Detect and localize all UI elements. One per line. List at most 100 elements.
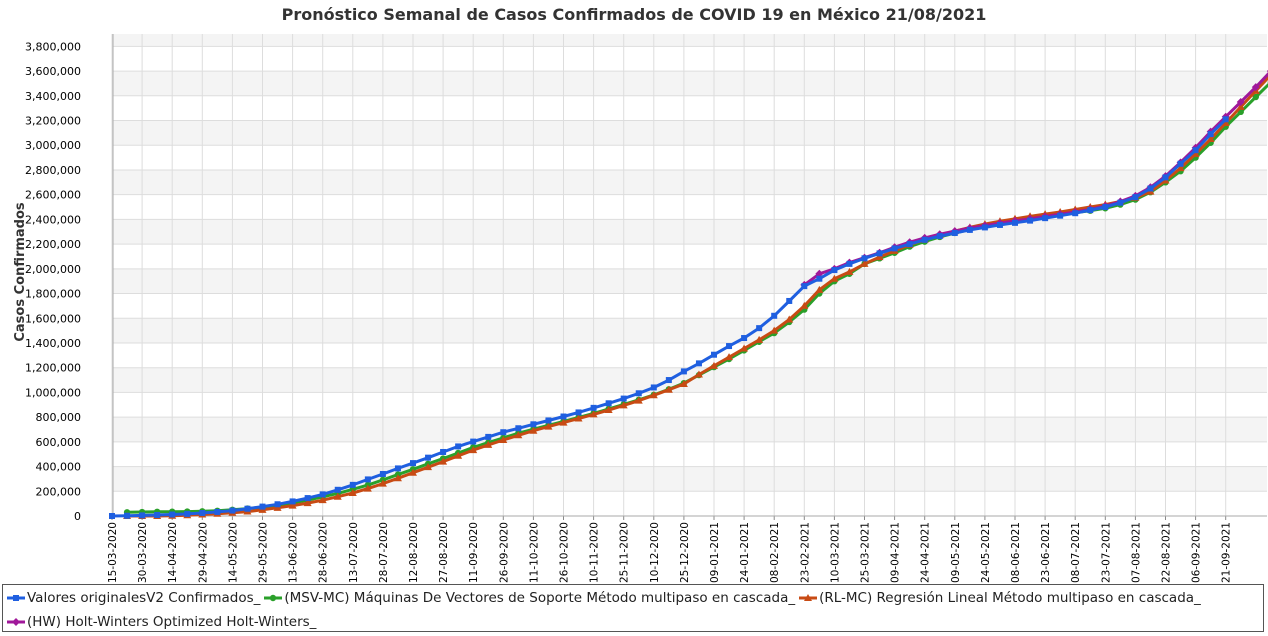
- data-point: [619, 401, 628, 409]
- data-point: [379, 470, 386, 477]
- legend-swatch-marker: [12, 618, 20, 626]
- data-point: [199, 510, 206, 517]
- data-point: [259, 503, 266, 510]
- data-point: [710, 361, 718, 369]
- y-tick-label: 3,000,000: [25, 139, 81, 152]
- legend-swatch-icon: [7, 618, 25, 626]
- data-point: [318, 496, 327, 504]
- legend-swatch-icon: [799, 594, 818, 601]
- legend-item[interactable]: Valores originalesV2 Confirmados_: [7, 587, 260, 609]
- data-point: [304, 495, 311, 502]
- data-point: [740, 344, 749, 352]
- data-point: [815, 285, 824, 293]
- x-tick-label: 28-07-2020: [378, 522, 390, 583]
- data-point: [725, 353, 734, 361]
- data-point: [244, 505, 251, 512]
- y-tick-label: 3,600,000: [25, 65, 81, 78]
- x-tick-label: 30-03-2020: [137, 522, 149, 583]
- x-tick-label: 26-09-2020: [498, 522, 510, 583]
- legend-item[interactable]: (RL-MC) Regresión Lineal Método multipas…: [799, 587, 1201, 609]
- data-point: [605, 400, 612, 407]
- x-tick-label: 24-01-2021: [739, 522, 751, 583]
- data-point: [771, 312, 778, 319]
- data-point: [876, 250, 883, 257]
- x-tick-label: 13-06-2020: [288, 522, 300, 583]
- data-point: [816, 275, 823, 282]
- x-tick-label: 24-05-2021: [980, 522, 992, 583]
- x-tick-label: 28-06-2020: [318, 522, 330, 583]
- y-tick-label: 200,000: [36, 485, 82, 498]
- x-tick-label: 29-05-2020: [258, 522, 270, 583]
- y-tick-label: 1,400,000: [25, 337, 81, 350]
- plot-band: [113, 145, 1267, 170]
- data-point: [635, 390, 642, 397]
- y-tick-label: 2,600,000: [25, 189, 81, 202]
- data-point: [544, 422, 553, 430]
- plot-band: [113, 244, 1267, 269]
- data-point: [530, 421, 537, 428]
- data-point: [303, 499, 312, 507]
- chart-title: Pronóstico Semanal de Casos Confirmados …: [282, 5, 987, 24]
- series-layer: [109, 69, 1268, 519]
- y-tick-label: 0: [74, 510, 81, 523]
- data-point: [1162, 174, 1169, 181]
- x-tick-label: 12-08-2020: [408, 522, 420, 583]
- data-point: [966, 226, 973, 233]
- x-tick-label: 08-06-2021: [1010, 522, 1022, 583]
- x-tick-label: 10-03-2021: [829, 522, 841, 583]
- data-point: [801, 283, 808, 290]
- data-point: [711, 351, 717, 358]
- x-tick-label: 23-02-2021: [799, 522, 811, 583]
- data-point: [1042, 215, 1049, 222]
- data-point: [634, 396, 643, 404]
- legend-swatch-icon: [7, 595, 25, 601]
- data-point: [575, 409, 582, 416]
- data-point: [409, 468, 417, 476]
- data-point: [1252, 93, 1260, 101]
- data-point: [1191, 149, 1200, 157]
- data-point: [289, 498, 296, 505]
- y-tick-label: 1,800,000: [25, 288, 81, 301]
- data-point: [1027, 217, 1034, 224]
- plot-band: [113, 219, 1267, 245]
- legend-item[interactable]: (MSV-MC) Máquinas De Vectores de Soporte…: [264, 587, 795, 609]
- plot-band: [113, 293, 1267, 319]
- data-point: [229, 507, 236, 514]
- legend-item[interactable]: (HW) Holt-Winters Optimized Holt-Winters…: [7, 611, 316, 633]
- y-tick-label: 800,000: [36, 411, 82, 424]
- data-point: [515, 425, 522, 432]
- x-tick-label: 15-03-2020: [107, 522, 119, 583]
- legend-swatch-marker: [270, 594, 277, 602]
- data-point: [455, 443, 462, 450]
- x-tick-label: 09-01-2021: [709, 522, 721, 583]
- line-chart: Pronóstico Semanal de Casos Confirmados …: [13, 5, 1268, 583]
- data-point: [559, 418, 568, 426]
- data-point: [139, 512, 146, 519]
- x-tick-label: 26-10-2020: [559, 522, 571, 583]
- data-point: [846, 260, 853, 267]
- data-point: [921, 236, 928, 243]
- data-point: [1087, 207, 1094, 214]
- data-point: [1057, 212, 1064, 219]
- data-point: [785, 315, 794, 323]
- data-point: [364, 476, 371, 483]
- x-tick-label: 25-03-2021: [860, 522, 872, 583]
- x-tick-label: 06-09-2021: [1191, 522, 1203, 583]
- data-point: [604, 405, 613, 413]
- data-point: [649, 391, 658, 399]
- legend-swatch-marker: [13, 595, 19, 601]
- data-point: [319, 491, 326, 498]
- x-tick-label: 22-08-2021: [1161, 522, 1173, 583]
- data-point: [694, 370, 703, 378]
- plot-band: [113, 169, 1267, 195]
- data-point: [996, 221, 1003, 228]
- data-point: [800, 301, 809, 309]
- plot-band: [113, 318, 1267, 343]
- x-tick-label: 27-08-2020: [438, 522, 450, 583]
- data-point: [288, 501, 297, 509]
- data-point: [424, 463, 433, 471]
- y-tick-label: 600,000: [36, 436, 82, 449]
- data-point: [169, 511, 176, 518]
- data-point: [1147, 185, 1154, 192]
- legend-swatch-icon: [264, 594, 283, 602]
